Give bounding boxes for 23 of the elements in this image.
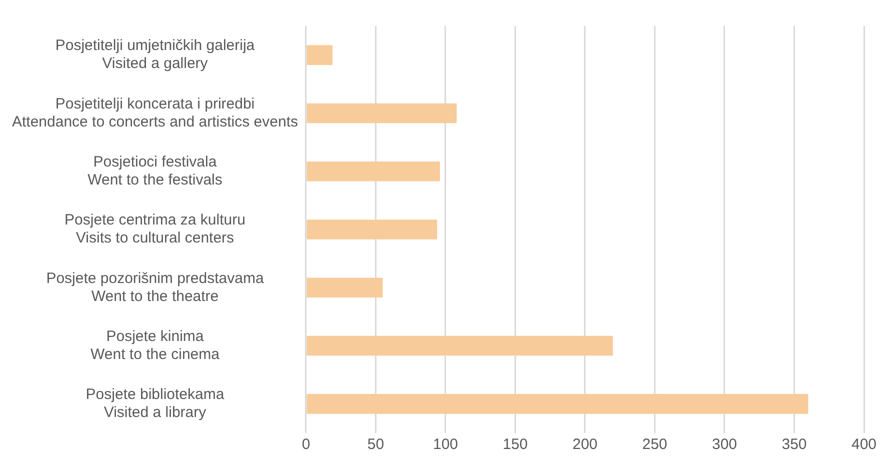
x-tick-label: 0 xyxy=(302,436,310,454)
bar xyxy=(306,220,438,240)
x-tick-label: 200 xyxy=(572,436,598,454)
y-tick-label: Posjetitelji koncerata i priredbi Attendance to concerts and artistics events xyxy=(12,95,298,130)
x-tick-label: 350 xyxy=(782,436,807,454)
y-tick-label: Posjete pozorišnim predstavama Went to the theatre xyxy=(46,270,264,305)
bar xyxy=(306,278,383,298)
bar xyxy=(306,103,457,124)
x-tick-label: 400 xyxy=(851,436,877,454)
x-tick-label: 250 xyxy=(642,436,668,454)
y-tick-label: Posjetitelji umjetničkih galerija Visited a gallery xyxy=(55,37,256,72)
x-tick-label: 300 xyxy=(712,436,738,454)
x-tick-label: 100 xyxy=(432,436,458,454)
y-tick-label: Posjete bibliotekama Visited a library xyxy=(86,386,225,422)
y-tick-label: Posjete centrima za kulturu Visits to cultural centers xyxy=(64,212,246,247)
bar xyxy=(306,394,808,414)
x-tick-label: 50 xyxy=(367,436,384,454)
y-tick-label: Posjetioci festivala Went to the festivals xyxy=(88,154,222,188)
bar xyxy=(306,161,440,182)
bar xyxy=(306,336,613,356)
x-tick-label: 150 xyxy=(502,436,528,454)
bar xyxy=(306,45,332,65)
y-tick-label: Posjete kinima Went to the cinema xyxy=(90,328,220,363)
